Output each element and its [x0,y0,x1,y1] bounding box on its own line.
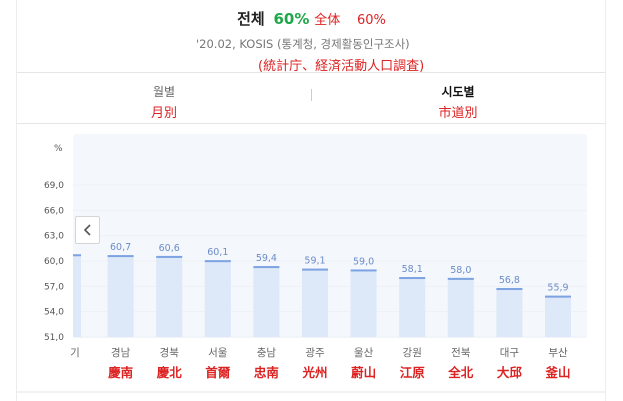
bar-top-line [107,255,134,258]
bar-value-label: 55,9 [547,283,568,294]
bar [496,288,523,337]
tab-divider [311,89,312,101]
bar [350,269,377,337]
x-category-label: 부산 [548,347,568,359]
bar-top-line [496,288,523,291]
x-category-label: 강원 [403,347,422,359]
bar [73,254,81,337]
bar-top-line [253,266,280,269]
title-value: 60% [273,10,310,28]
bar-value-label: 56,8 [499,275,520,286]
x-category-label: 충남 [257,347,277,359]
y-tick-label: 60,0 [44,257,64,267]
bar-top-line [447,277,474,280]
bar-value-label: 58,1 [402,264,423,275]
bar-top-line [156,255,183,258]
x-category-label: 울산 [354,347,374,359]
bar-top-line [399,277,426,280]
x-category-label: 경남 [111,346,131,359]
chart-prev-button[interactable] [75,216,100,244]
y-tick-label: 51,0 [44,333,64,343]
chevron-left-icon [83,224,91,236]
title-annotation: 全体 [314,13,341,28]
x-category-label: 광주 [305,347,325,359]
title-row: 전체 60% 全体 60% [0,8,623,30]
x-category-label: 대구 [500,347,520,359]
x-category-annotation: 江原 [400,365,426,380]
chart-panel [16,0,606,401]
bar-value-label: 60,1 [207,247,228,258]
x-category-annotation: 忠南 [254,365,280,380]
bar-value-label: 59,1 [304,256,325,267]
bar [253,266,280,337]
value-annotation: 60% [356,13,386,28]
bar [399,277,426,337]
tab-by-region[interactable]: 시도별 市道別 [311,73,605,125]
x-category-label: 서울 [208,347,228,359]
x-category-annotation: 全北 [447,365,474,380]
bar [204,260,231,337]
bar-value-label: 59,0 [353,256,374,267]
y-tick-label: 66,0 [44,206,64,216]
x-category-annotation: 首爾 [205,365,231,380]
bar-top-line [73,254,81,257]
bar [447,277,474,337]
x-category-annotation: 大邱 [497,365,523,380]
x-category-label: 경북 [160,346,180,359]
tab-bar: 월별 月別 시도별 市道別 [17,72,605,124]
y-tick-label: 57,0 [44,282,64,292]
x-category-label: 기 [70,347,80,359]
bar [156,255,183,337]
tab-by-region-annotation: 市道別 [438,106,478,121]
y-tick-label: 54,0 [44,308,64,318]
tab-by-region-label: 시도별 [441,85,475,99]
y-axis-unit: % [54,144,63,154]
bar-value-label: 58,0 [450,265,471,276]
tab-monthly-annotation: 月別 [150,106,177,121]
bar [302,268,328,337]
bar [545,295,571,337]
bar-value-label: 59,4 [256,253,277,264]
x-category-annotation: 慶南 [108,365,134,380]
x-category-annotation: 光州 [301,365,327,380]
bar-top-line [302,268,328,271]
tab-monthly[interactable]: 월별 月別 [17,73,311,125]
source-text: '20.02, KOSIS (통계청, 경제활동인구조사) [196,37,410,51]
bar-top-line [204,260,231,263]
bar-value-label: 60,7 [110,242,131,253]
source-annotation: (統計庁、経済活動人口調査) [258,59,425,74]
y-tick-label: 63,0 [44,232,64,242]
bar-value-label: 60,6 [159,243,180,254]
y-tick-label: 69,0 [44,181,64,191]
page-title: 전체 [237,10,265,28]
bar-top-line [545,295,571,298]
x-category-annotation: 釜山 [544,365,570,380]
x-category-label: 전북 [451,347,471,359]
x-category-annotation: 蔚山 [351,365,376,380]
x-category-annotation: 慶北 [157,365,183,380]
bar-top-line [350,269,377,272]
bar [107,255,134,337]
tab-monthly-label: 월별 [152,85,176,99]
